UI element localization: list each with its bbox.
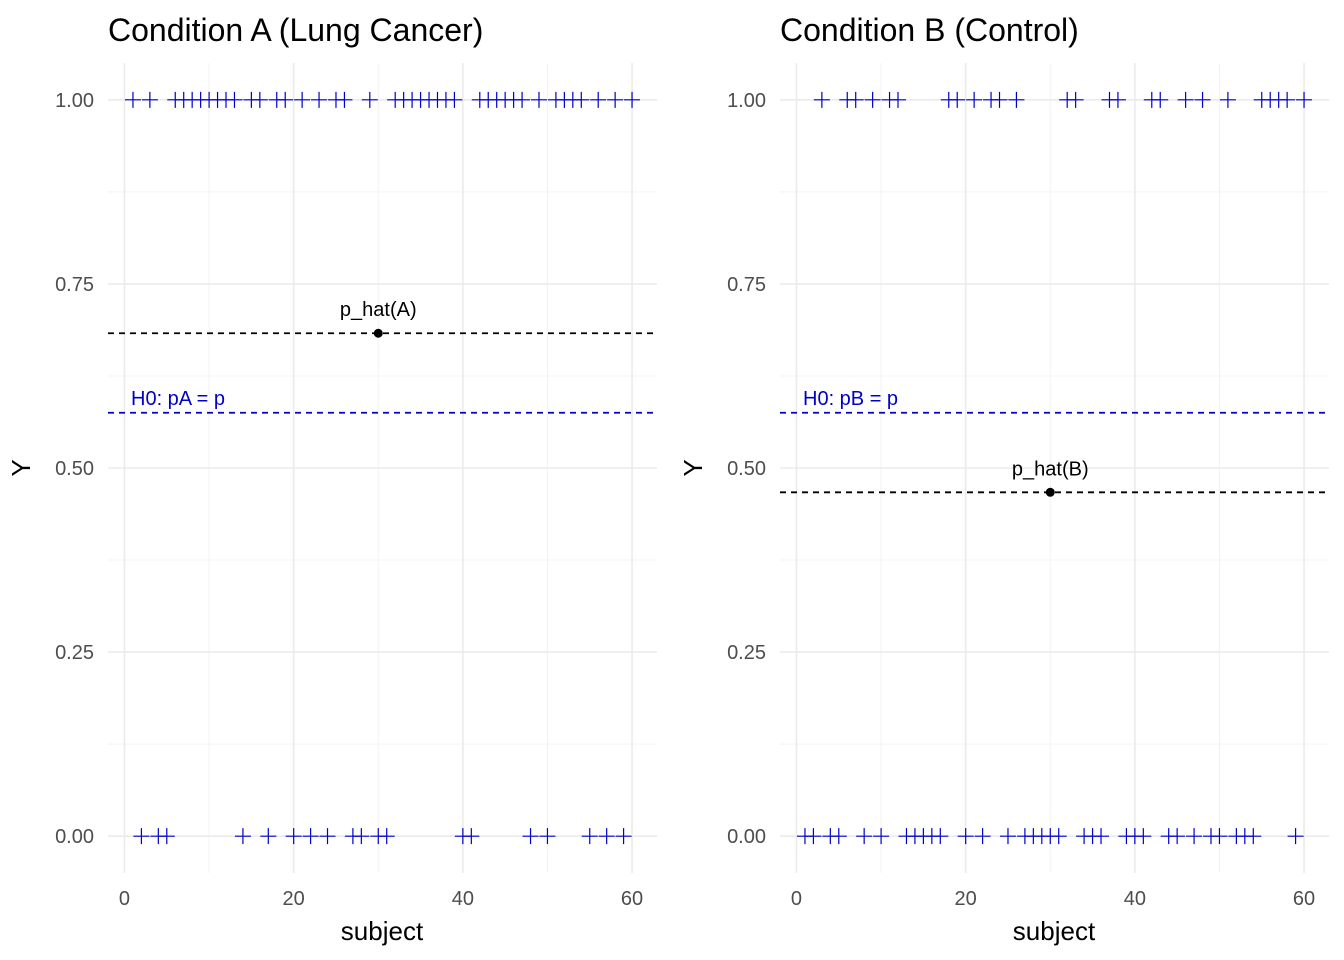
y-tick-label: 0.50 (727, 458, 766, 480)
data-point (949, 91, 966, 108)
x-tick-label: 40 (452, 888, 474, 910)
data-point (991, 91, 1008, 108)
data-point (856, 828, 873, 845)
data-point (1135, 828, 1152, 845)
data-point (932, 828, 949, 845)
data-point (302, 828, 319, 845)
data-point (813, 91, 830, 108)
panel-condition-b: Condition B (Control) p_hat(B) H0: pB = p… (678, 12, 1329, 946)
data-point (1211, 828, 1228, 845)
data-point (573, 91, 590, 108)
data-point (590, 91, 607, 108)
data-point (1245, 828, 1262, 845)
data-point (530, 91, 547, 108)
data-point (1050, 828, 1067, 845)
data-point (158, 828, 175, 845)
data-point (957, 828, 974, 845)
data-point (1219, 91, 1236, 108)
data-point (1093, 828, 1110, 845)
data-point (336, 91, 353, 108)
data-point (1067, 91, 1084, 108)
data-point (133, 828, 150, 845)
data-point (598, 828, 615, 845)
data-point (624, 91, 641, 108)
data-point (966, 91, 983, 108)
estimate-point (373, 328, 383, 338)
panel-a-title: Condition A (Lung Cancer) (108, 12, 483, 48)
panel-condition-a: Condition A (Lung Cancer) p_hat(A) H0: pA… (6, 12, 657, 946)
x-tick-label: 20 (283, 888, 305, 910)
x-tick-label: 60 (621, 888, 643, 910)
data-point (864, 91, 881, 108)
x-tick-label: 20 (955, 888, 977, 910)
data-point (1177, 91, 1194, 108)
data-point (581, 828, 598, 845)
data-point (873, 828, 890, 845)
data-point (999, 828, 1016, 845)
data-point (1186, 828, 1203, 845)
y-tick-label: 1.00 (55, 90, 94, 112)
panel-b-title: Condition B (Control) (780, 12, 1079, 48)
y-tick-label: 0.75 (55, 274, 94, 296)
data-point (522, 828, 539, 845)
data-point (830, 828, 847, 845)
estimate-label: p_hat(A) (340, 299, 417, 321)
data-point (974, 828, 991, 845)
data-point (378, 828, 395, 845)
data-point (1109, 91, 1126, 108)
data-point (1008, 91, 1025, 108)
data-point (1169, 828, 1186, 845)
x-tick-label: 40 (1124, 888, 1146, 910)
data-point (277, 91, 294, 108)
y-tick-label: 1.00 (727, 90, 766, 112)
panel-a-x-axis-title: subject (341, 916, 424, 946)
data-point (1194, 91, 1211, 108)
panel-b-x-axis-title: subject (1013, 916, 1096, 946)
data-point (847, 91, 864, 108)
data-point (251, 91, 268, 108)
data-point (615, 828, 632, 845)
y-tick-label: 0.00 (727, 826, 766, 848)
y-tick-label: 0.50 (55, 458, 94, 480)
data-point (514, 91, 531, 108)
data-point (353, 828, 370, 845)
data-point (1287, 828, 1304, 845)
data-point (141, 91, 158, 108)
data-point (1152, 91, 1169, 108)
data-point (319, 828, 336, 845)
y-tick-label: 0.00 (55, 826, 94, 848)
data-point (294, 91, 311, 108)
data-point (234, 828, 251, 845)
data-point (1296, 91, 1313, 108)
data-point (890, 91, 907, 108)
y-tick-label: 0.25 (727, 642, 766, 664)
estimate-point (1045, 487, 1055, 497)
y-tick-label: 0.25 (55, 642, 94, 664)
data-point (805, 828, 822, 845)
data-point (446, 91, 463, 108)
data-point (226, 91, 243, 108)
null-hypothesis-label: H0: pA = p (131, 388, 225, 410)
estimate-label: p_hat(B) (1012, 458, 1089, 480)
x-tick-label: 0 (119, 888, 130, 910)
panel-b-y-axis-title: Y (678, 459, 708, 476)
data-point (311, 91, 328, 108)
y-tick-label: 0.75 (727, 274, 766, 296)
data-point (285, 828, 302, 845)
data-point (124, 91, 141, 108)
x-tick-label: 0 (791, 888, 802, 910)
data-point (361, 91, 378, 108)
x-tick-label: 60 (1293, 888, 1315, 910)
null-hypothesis-label: H0: pB = p (803, 388, 898, 410)
data-point (539, 828, 556, 845)
data-point (260, 828, 277, 845)
data-point (1279, 91, 1296, 108)
panel-a-y-axis-title: Y (6, 459, 36, 476)
data-point (607, 91, 624, 108)
data-point (463, 828, 480, 845)
